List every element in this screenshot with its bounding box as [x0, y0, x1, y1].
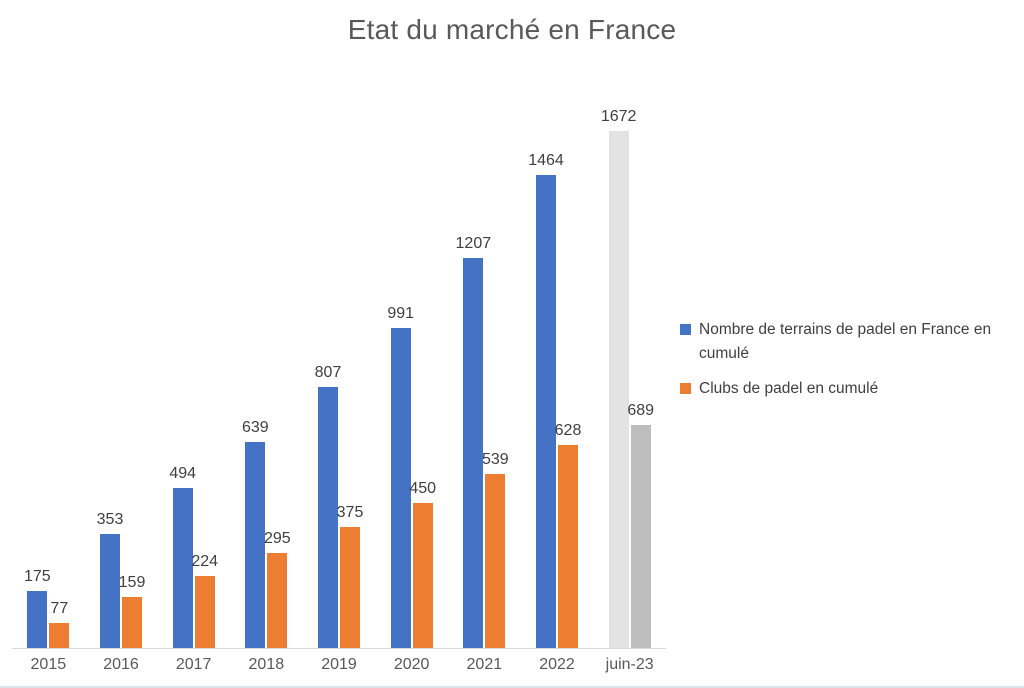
bar-group-2015: 175 77	[12, 108, 85, 648]
bar-terrains-2018	[245, 442, 266, 648]
bar-column-clubs-2016: 159	[119, 108, 145, 648]
bar-clubs-2017	[194, 576, 215, 648]
bar-column-clubs-2019: 375	[337, 108, 363, 648]
x-tick-2017: 2017	[175, 656, 212, 673]
value-label-terrains-2020: 991	[387, 305, 415, 323]
bar-clubs-2015	[49, 623, 70, 648]
value-label-terrains-2015: 175	[23, 568, 51, 586]
value-label-clubs-2017: 224	[191, 553, 219, 571]
value-label-terrains-2016: 353	[96, 511, 124, 529]
bar-column-terrains-2021: 1207	[456, 108, 491, 648]
bar-column-clubs-2020: 450	[409, 108, 436, 648]
x-tick-2016: 2016	[103, 656, 139, 673]
bar-group-2017: 494 224	[157, 108, 230, 648]
x-tick-2021: 2021	[466, 656, 503, 673]
value-label-terrains-2018: 639	[241, 419, 269, 437]
bar-group-2016: 353 159	[85, 108, 158, 648]
x-axis: 2015 2016 2017 2018 2019 2020 2021 2022 juin-23	[12, 650, 666, 680]
bar-group-2022: 1464 628	[521, 108, 594, 648]
bar-clubs-2021	[485, 474, 506, 648]
bar-column-terrains-2015: 175	[24, 108, 51, 648]
value-label-terrains-2019: 807	[314, 364, 342, 382]
bar-column-terrains-2016: 353	[97, 108, 123, 648]
bar-terrains-2015	[27, 591, 48, 648]
bar-column-terrains-2018: 639	[242, 108, 269, 648]
legend-label: Clubs de padel en cumulé	[699, 380, 879, 397]
value-label-clubs-2022: 628	[554, 422, 582, 440]
value-label-clubs-2020: 450	[409, 480, 437, 498]
bar-terrains-2019	[317, 387, 338, 648]
bar-column-terrains-juin-23: 1672	[601, 108, 636, 648]
bar-column-clubs-2021: 539	[482, 108, 509, 648]
value-label-terrains-juin-23: 1672	[600, 108, 637, 125]
x-tick-2018: 2018	[248, 656, 285, 673]
bar-terrains-2022	[535, 175, 556, 648]
bar-column-terrains-2020: 991	[387, 108, 414, 648]
plot-area: 175 77 353 159 494 224 639 295 807 375 991 450 1207 5…	[12, 108, 666, 649]
x-tick-2015: 2015	[30, 656, 67, 673]
bar-clubs-2016	[121, 597, 142, 648]
value-label-terrains-2021: 1207	[455, 235, 492, 253]
bar-clubs-2019	[339, 527, 360, 648]
legend-square-icon	[680, 324, 691, 335]
value-label-terrains-2022: 1464	[528, 152, 564, 170]
value-label-clubs-2019: 375	[336, 504, 364, 522]
bar-terrains-2016	[99, 534, 120, 648]
legend: Nombre de terrains de padel en France en…	[680, 318, 1020, 401]
bar-column-clubs-2022: 628	[555, 108, 581, 648]
value-label-clubs-2015: 77	[50, 600, 69, 618]
bar-terrains-2017	[172, 488, 193, 648]
x-tick-2019: 2019	[321, 656, 357, 673]
bar-group-2019: 807 375	[303, 108, 376, 648]
x-tick-2022: 2022	[539, 656, 575, 673]
bar-terrains-2020	[390, 328, 411, 648]
bar-clubs-juin-23	[630, 425, 651, 648]
legend-label: Nombre de terrains de padel en France en…	[699, 321, 992, 362]
bar-column-terrains-2022: 1464	[528, 108, 564, 648]
bar-column-clubs-2017: 224	[191, 108, 218, 648]
bar-group-juin-23: 1672 689	[593, 108, 666, 648]
bar-group-2020: 991 450	[375, 108, 448, 648]
value-label-terrains-2017: 494	[169, 465, 197, 483]
bar-column-clubs-2018: 295	[264, 108, 291, 648]
bar-group-2021: 1207 539	[448, 108, 521, 648]
value-label-clubs-juin-23: 689	[627, 402, 655, 420]
bar-terrains-2021	[463, 258, 484, 648]
bar-column-terrains-2017: 494	[169, 108, 196, 648]
legend-item-terrains: Nombre de terrains de padel en France en…	[680, 318, 1020, 366]
bar-clubs-2020	[412, 503, 433, 648]
chart-title: Etat du marché en France	[347, 14, 677, 45]
bar-group-2018: 639 295	[230, 108, 303, 648]
bar-column-clubs-juin-23: 689	[627, 108, 654, 648]
bar-terrains-juin-23	[608, 130, 629, 648]
value-label-clubs-2016: 159	[118, 574, 146, 592]
value-label-clubs-2021: 539	[481, 451, 509, 469]
x-tick-2020: 2020	[393, 656, 430, 673]
legend-square-icon	[680, 383, 691, 394]
x-tick-juin-23: juin-23	[605, 656, 654, 673]
value-label-clubs-2018: 295	[263, 530, 291, 548]
bar-clubs-2018	[267, 553, 288, 648]
legend-item-clubs: Clubs de padel en cumulé	[680, 377, 1020, 401]
bar-column-clubs-2015: 77	[49, 108, 70, 648]
bar-clubs-2022	[557, 445, 578, 648]
bar-column-terrains-2019: 807	[315, 108, 341, 648]
